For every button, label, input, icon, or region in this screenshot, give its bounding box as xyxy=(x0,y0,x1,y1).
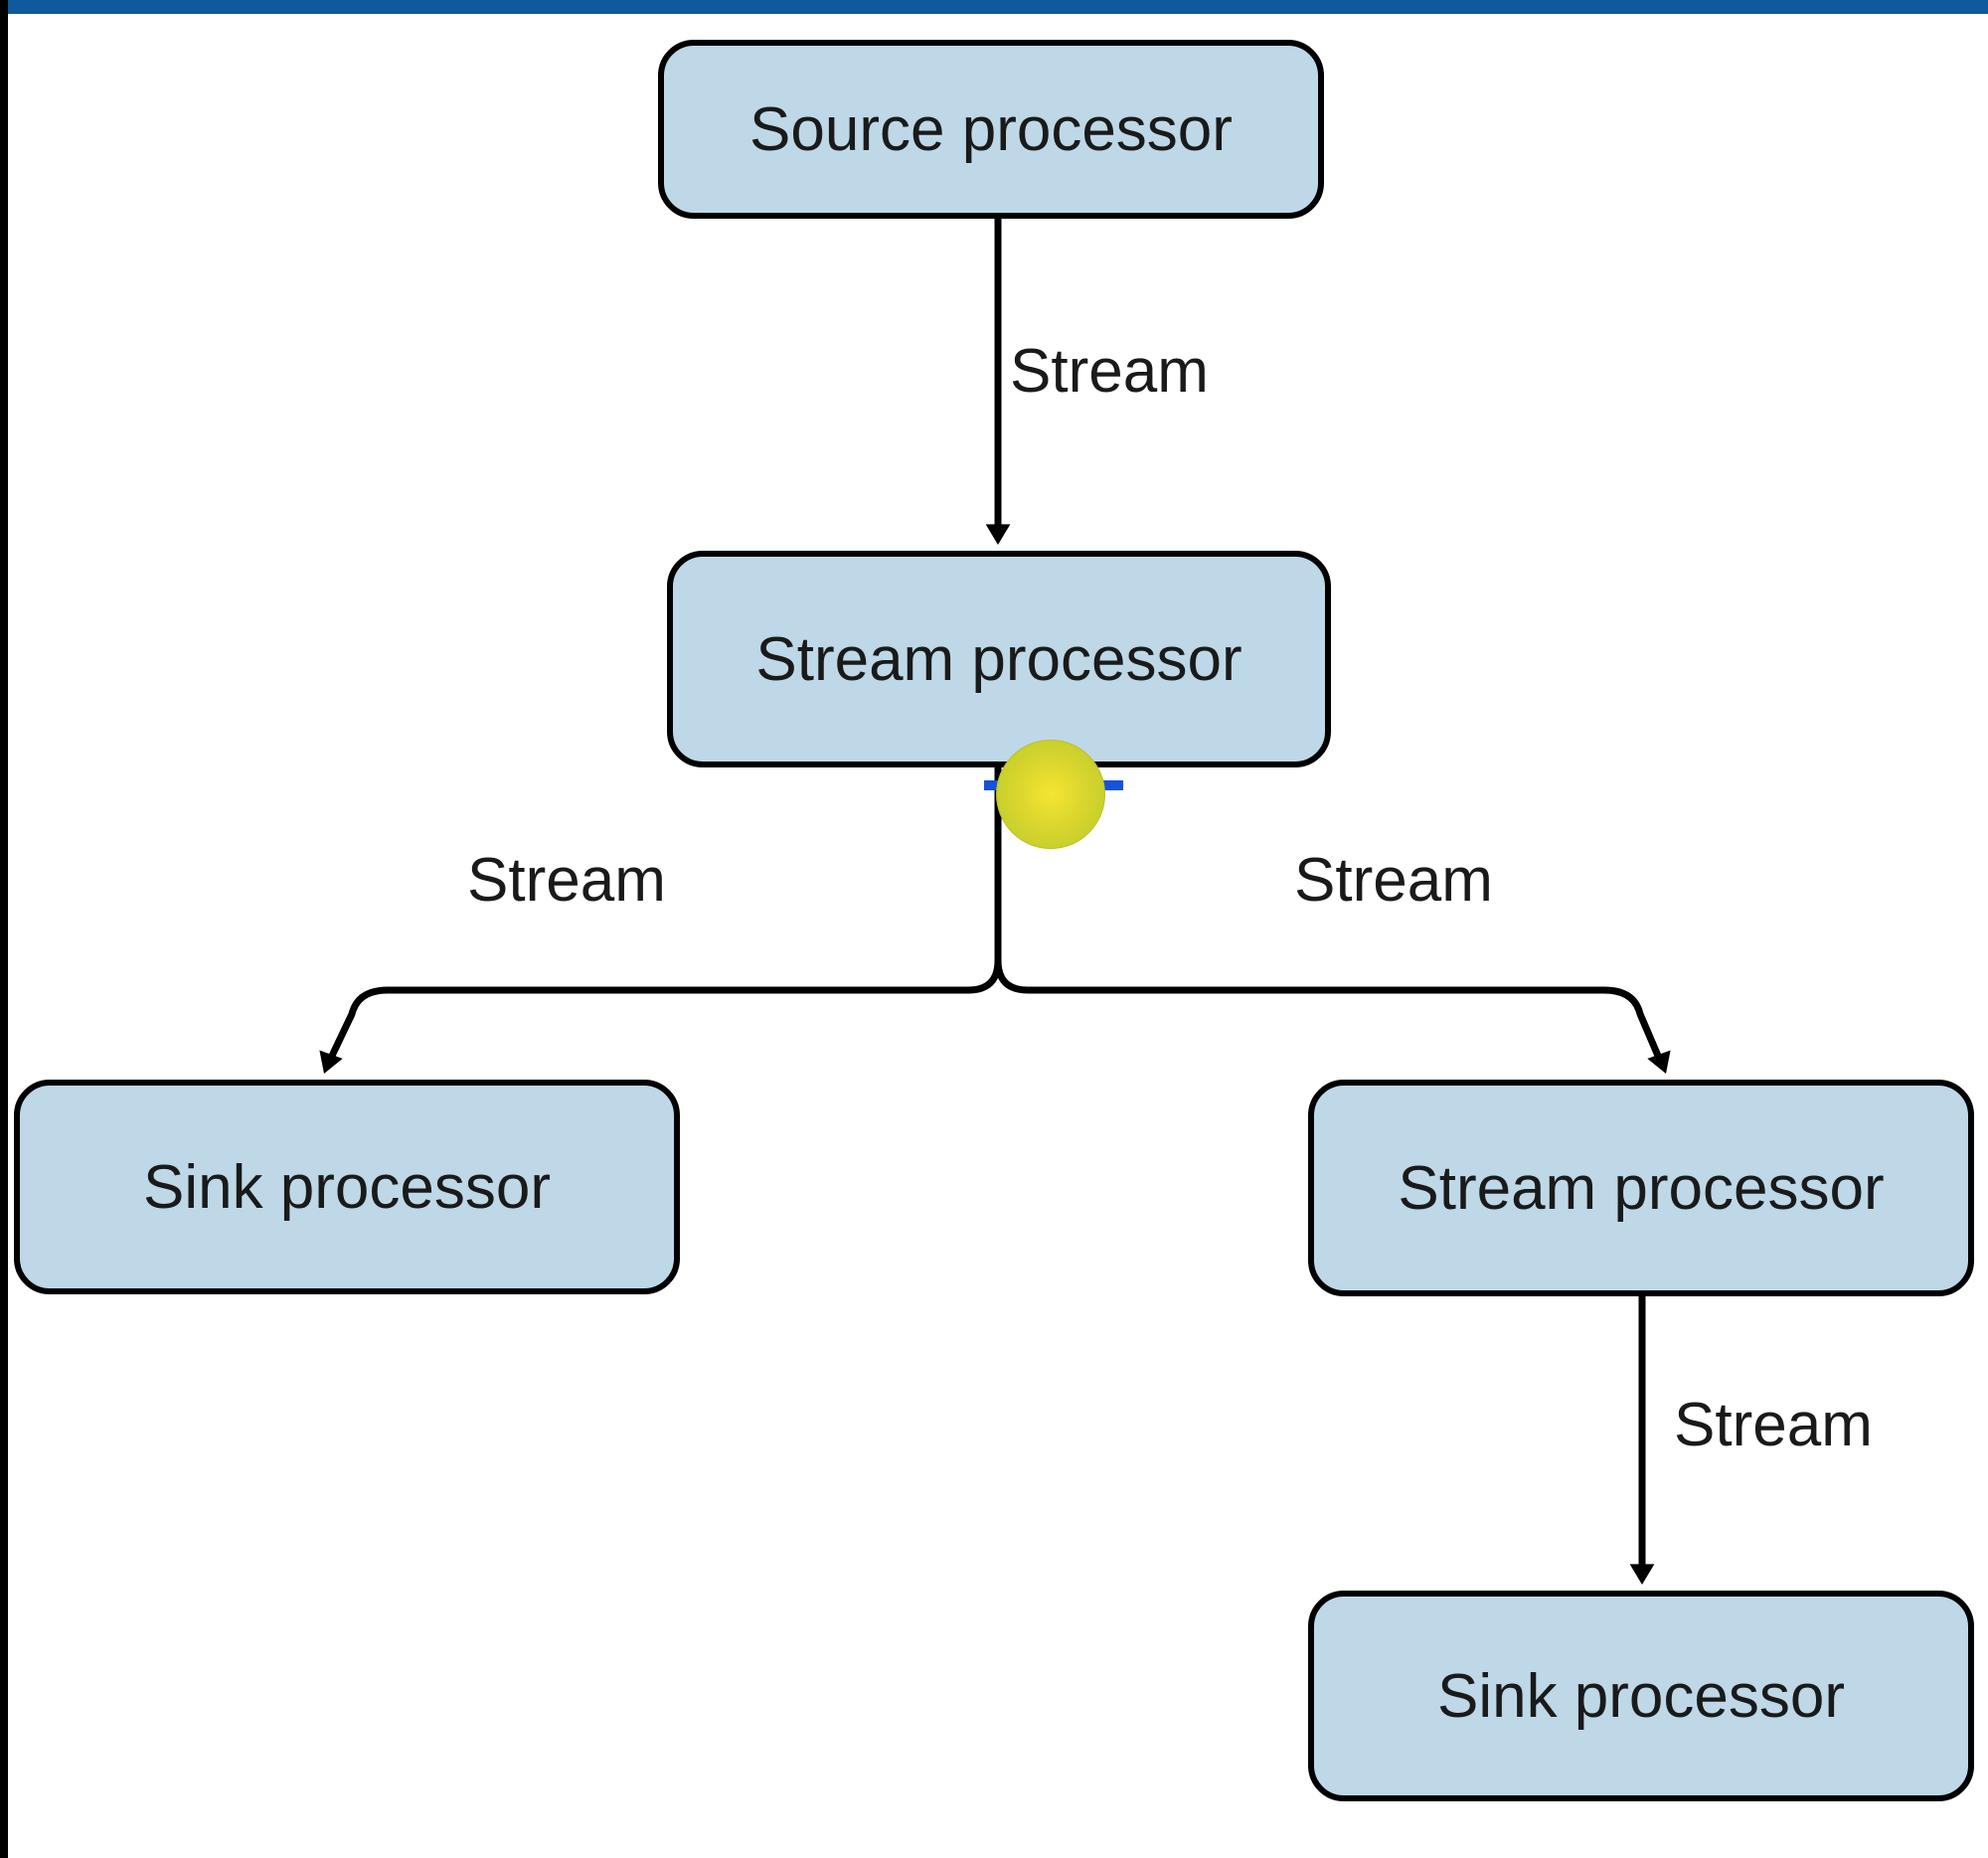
connectors-layer xyxy=(0,0,1988,1858)
top-bar xyxy=(0,0,1988,14)
node-stream2: Stream processor xyxy=(1308,1080,1974,1296)
edge-label-stream1-to-sink1: Stream xyxy=(467,845,666,916)
arrowhead-icon xyxy=(319,1050,342,1074)
edge-label-source-to-stream1: Stream xyxy=(1010,336,1209,407)
stream-topology-diagram: Source processor Stream processor Sink pro… xyxy=(0,0,1988,1858)
node-label-source: Source processor xyxy=(749,94,1233,165)
node-stream1: Stream processor xyxy=(667,551,1331,767)
node-label-stream2: Stream processor xyxy=(1398,1153,1884,1224)
left-border xyxy=(0,0,8,1858)
node-label-sink2: Sink processor xyxy=(1437,1661,1845,1732)
node-sink1: Sink processor xyxy=(14,1080,680,1294)
node-label-stream1: Stream processor xyxy=(755,624,1242,695)
arrowhead-icon xyxy=(1647,1050,1670,1074)
node-source: Source processor xyxy=(658,40,1324,219)
edge-label-stream2-to-sink2: Stream xyxy=(1674,1390,1873,1460)
arrowhead-icon xyxy=(1630,1564,1655,1585)
cursor-highlight-icon xyxy=(996,740,1105,849)
node-label-sink1: Sink processor xyxy=(143,1152,551,1223)
arrowhead-icon xyxy=(986,524,1011,545)
edge-label-stream1-to-stream2: Stream xyxy=(1294,845,1493,916)
node-sink2: Sink processor xyxy=(1308,1591,1974,1801)
